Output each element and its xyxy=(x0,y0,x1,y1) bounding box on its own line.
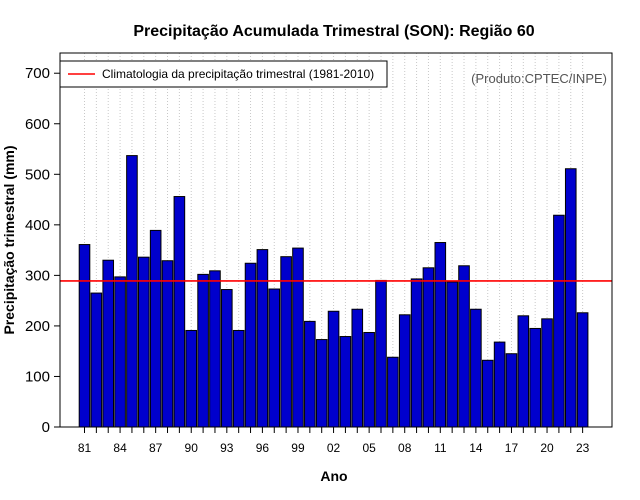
x-tick-label-20: 20 xyxy=(540,441,554,455)
x-tick-label-14: 14 xyxy=(469,441,483,455)
plot-frame xyxy=(59,52,613,428)
y-tick-label-500: 500 xyxy=(25,166,50,183)
bar-2022 xyxy=(564,168,577,428)
x-tick-label-11: 11 xyxy=(434,441,447,455)
bar-2000 xyxy=(304,320,316,428)
x-tick-label-84: 84 xyxy=(113,441,127,455)
bar-1988 xyxy=(161,260,174,428)
bar-2013 xyxy=(458,265,470,428)
bar-1984 xyxy=(114,276,126,428)
x-tick-label-08: 08 xyxy=(398,441,412,455)
bar-1986 xyxy=(138,256,150,428)
bar-1983 xyxy=(102,259,115,428)
bar-1997 xyxy=(268,288,281,428)
y-tick-label-200: 200 xyxy=(25,318,50,335)
x-tick-label-96: 96 xyxy=(256,441,270,455)
bar-1985 xyxy=(126,155,138,428)
bar-2004 xyxy=(351,308,364,428)
bar-2007 xyxy=(387,356,399,428)
y-tick-label-400: 400 xyxy=(25,217,50,234)
bar-2005 xyxy=(363,331,375,428)
bar-1989 xyxy=(173,196,186,428)
bar-2008 xyxy=(398,314,411,428)
y-tick-label-600: 600 xyxy=(25,116,50,133)
bar-2009 xyxy=(410,278,423,428)
bar-2002 xyxy=(327,310,340,428)
y-tick-label-700: 700 xyxy=(25,65,50,82)
bar-1994 xyxy=(232,329,245,428)
y-tick-label-300: 300 xyxy=(25,267,50,284)
bar-1995 xyxy=(244,262,257,428)
bar-1990 xyxy=(185,329,198,428)
x-tick-label-93: 93 xyxy=(220,441,234,455)
bar-1981 xyxy=(78,244,91,428)
legend: Climatologia da precipitação trimestral … xyxy=(59,60,388,88)
bar-2019 xyxy=(529,327,541,428)
bar-1999 xyxy=(292,247,304,428)
x-tick-label-87: 87 xyxy=(149,441,163,455)
y-axis-title: Precipitação trimestral (mm) xyxy=(1,145,17,334)
bar-series xyxy=(78,155,589,428)
bar-1982 xyxy=(90,292,103,428)
bar-1996 xyxy=(256,249,269,428)
bar-1998 xyxy=(280,256,292,428)
x-tick-label-23: 23 xyxy=(576,441,590,455)
x-axis: 81 84 87 90 93 96 99 02 05 08 11 14 17 20 23 xyxy=(78,427,590,455)
chart-title: Precipitação Acumulada Trimestral (SON):… xyxy=(133,23,534,40)
bar-2016 xyxy=(493,341,506,428)
x-axis-title: Ano xyxy=(320,468,347,484)
bar-2003 xyxy=(339,336,352,428)
bar-2015 xyxy=(481,359,494,428)
bar-2006 xyxy=(375,279,387,428)
bar-2010 xyxy=(422,267,435,428)
bar-1993 xyxy=(221,289,233,428)
x-tick-label-81: 81 xyxy=(78,441,92,455)
source-note: (Produto:CPTEC/INPE) xyxy=(471,71,607,86)
x-tick-label-02: 02 xyxy=(327,441,341,455)
bar-2014 xyxy=(470,308,482,428)
bar-1992 xyxy=(209,270,221,428)
bar-2021 xyxy=(553,214,565,428)
x-tick-label-99: 99 xyxy=(291,441,305,455)
x-tick-label-17: 17 xyxy=(505,441,519,455)
bar-2001 xyxy=(315,339,328,428)
bar-2017 xyxy=(505,353,518,428)
bar-2012 xyxy=(446,281,458,428)
legend-box xyxy=(59,60,388,88)
bar-2023 xyxy=(576,312,589,428)
bar-1987 xyxy=(149,229,162,428)
bar-2018 xyxy=(517,315,530,428)
x-tick-label-05: 05 xyxy=(362,441,376,455)
legend-climatology-label: Climatologia da precipitação trimestral … xyxy=(102,67,374,81)
y-tick-label-0: 0 xyxy=(42,419,50,436)
y-axis: 0 100 200 300 400 500 600 700 xyxy=(25,65,60,436)
y-tick-label-100: 100 xyxy=(25,368,50,385)
x-tick-label-90: 90 xyxy=(185,441,199,455)
bar-2011 xyxy=(434,242,447,428)
bar-1991 xyxy=(197,273,209,428)
bar-2020 xyxy=(541,318,553,428)
